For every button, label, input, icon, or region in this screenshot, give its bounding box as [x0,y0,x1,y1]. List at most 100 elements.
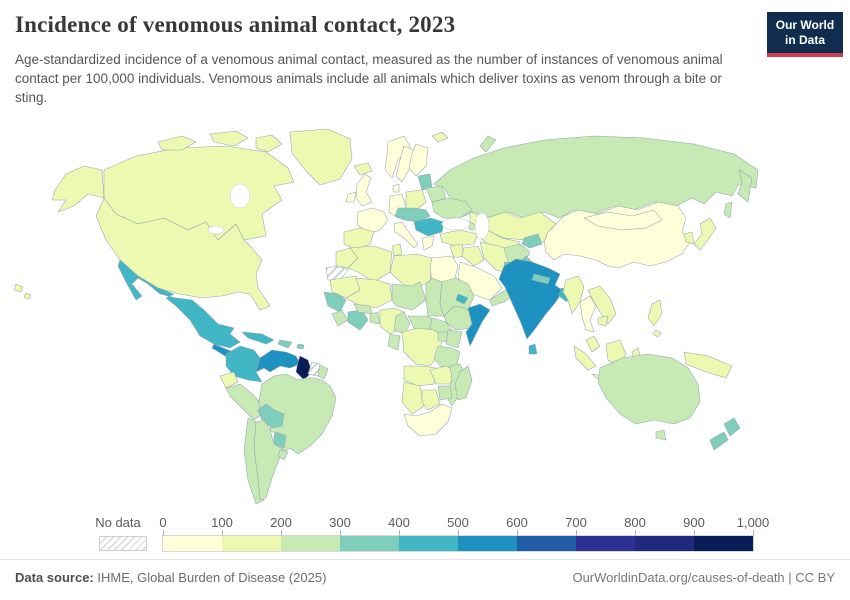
country-denmark[interactable] [392,183,400,193]
country-iraq[interactable] [461,245,485,267]
country-colombia[interactable] [225,345,263,383]
country-togo-benin[interactable] [369,311,381,325]
country-niger[interactable] [391,281,427,311]
legend-bin-800-900[interactable] [635,536,694,551]
country-philippines-south[interactable] [652,329,662,338]
legend-bin-200-300[interactable] [281,536,340,551]
country-ethiopia[interactable] [443,305,477,331]
country-russia-novaya-zemlya[interactable] [479,135,497,153]
legend-bin-100-200[interactable] [222,536,281,551]
country-sierra-liberia[interactable] [331,309,349,327]
country-cuba[interactable] [241,331,275,345]
country-botswana[interactable] [421,389,441,411]
country-ecuador[interactable] [219,371,239,389]
country-somalia[interactable] [465,303,491,347]
country-senegal-guinea[interactable] [323,291,347,313]
country-egypt[interactable] [429,255,459,283]
country-angola[interactable] [403,365,437,387]
country-canada-arctic-3[interactable] [255,134,283,153]
country-russia-sakhalin[interactable] [723,201,733,219]
owid-logo-line1: Our World [775,18,835,32]
country-belarus[interactable] [425,185,447,203]
country-canada-arctic-1[interactable] [157,135,197,151]
country-puerto-rico[interactable] [296,343,305,350]
country-thailand[interactable] [579,295,597,333]
country-namibia[interactable] [401,381,425,415]
country-french-guiana[interactable] [317,364,329,380]
country-turkey[interactable] [439,229,479,247]
country-eritrea[interactable] [455,293,469,305]
country-svalbard[interactable] [431,131,449,143]
legend-no-data-swatch[interactable] [99,536,147,551]
country-australia-tasmania[interactable] [655,429,667,441]
country-uruguay[interactable] [277,449,289,461]
country-iberia[interactable] [343,227,375,251]
country-myanmar[interactable] [562,275,585,315]
country-ireland[interactable] [345,191,357,203]
country-ukraine[interactable] [431,197,473,219]
country-argentina[interactable] [253,419,285,501]
country-greenland[interactable] [289,128,353,186]
map-legend: No data 0 100 200 300 400 500 600 700 800 900 1,00… [0,514,850,558]
country-uk[interactable] [355,173,373,207]
legend-tick-mark [576,530,577,536]
country-cameroon[interactable] [393,311,411,335]
legend-bin-0-100[interactable] [163,536,222,551]
country-france[interactable] [356,207,389,235]
country-greece[interactable] [421,235,435,251]
country-kenya[interactable] [445,329,463,349]
country-peru[interactable] [225,383,263,421]
country-zimbabwe[interactable] [437,385,453,401]
legend-bin-300-400[interactable] [340,536,399,551]
country-usa[interactable] [95,197,271,311]
country-new-zealand-north[interactable] [723,417,741,437]
country-mongolia[interactable] [583,209,663,231]
legend-bin-500-600[interactable] [458,536,517,551]
legend-tick-mark [635,530,636,536]
country-poland[interactable] [405,189,427,211]
country-hispaniola[interactable] [277,339,293,349]
country-cambodia[interactable] [597,315,609,327]
credit-link[interactable]: OurWorldinData.org/causes-of-death | CC … [572,570,835,585]
legend-color-bar [162,535,754,552]
country-nepal[interactable] [531,273,551,285]
country-italy[interactable] [393,221,419,249]
country-mexico[interactable] [117,259,241,349]
legend-tick-mark [694,530,695,536]
country-vietnam-laos[interactable] [587,285,617,325]
country-indonesia-sumatra[interactable] [573,345,597,371]
country-usa-alaska[interactable] [51,165,105,213]
country-western-sahara[interactable] [325,265,349,281]
country-malaysia[interactable] [585,335,601,353]
country-usa-hawaii-2[interactable] [23,292,32,300]
country-finland[interactable] [408,143,429,177]
country-sri-lanka[interactable] [528,343,538,355]
country-madagascar[interactable] [454,365,473,401]
legend-tick-mark [517,530,518,536]
country-philippines[interactable] [647,299,663,327]
legend-bin-900-1000[interactable] [694,536,753,551]
country-central-europe[interactable] [394,207,431,223]
legend-bin-600-700[interactable] [517,536,576,551]
country-iceland[interactable] [353,162,373,176]
country-japan[interactable] [693,217,717,251]
country-uganda[interactable] [437,331,449,343]
country-usa-hawaii-1[interactable] [13,283,24,293]
country-venezuela[interactable] [255,349,301,373]
legend-bin-400-500[interactable] [399,536,458,551]
country-paraguay[interactable] [273,431,287,449]
country-gabon-congo[interactable] [387,333,401,351]
country-canada-arctic-2[interactable] [209,130,249,147]
country-australia[interactable] [597,353,701,425]
country-south-africa[interactable] [403,403,453,437]
legend-bin-700-800[interactable] [576,536,635,551]
country-kyrgyz-tajik[interactable] [521,233,543,249]
country-new-guinea[interactable] [683,351,733,379]
country-tunisia[interactable] [391,243,403,257]
country-russia-kamchatka[interactable] [737,169,753,203]
country-new-zealand-south[interactable] [709,431,729,451]
country-balkans[interactable] [413,217,445,237]
data-source: Data source: IHME, Global Burden of Dise… [15,570,326,585]
country-guyana[interactable] [295,355,313,381]
legend-tick-mark [281,530,282,536]
